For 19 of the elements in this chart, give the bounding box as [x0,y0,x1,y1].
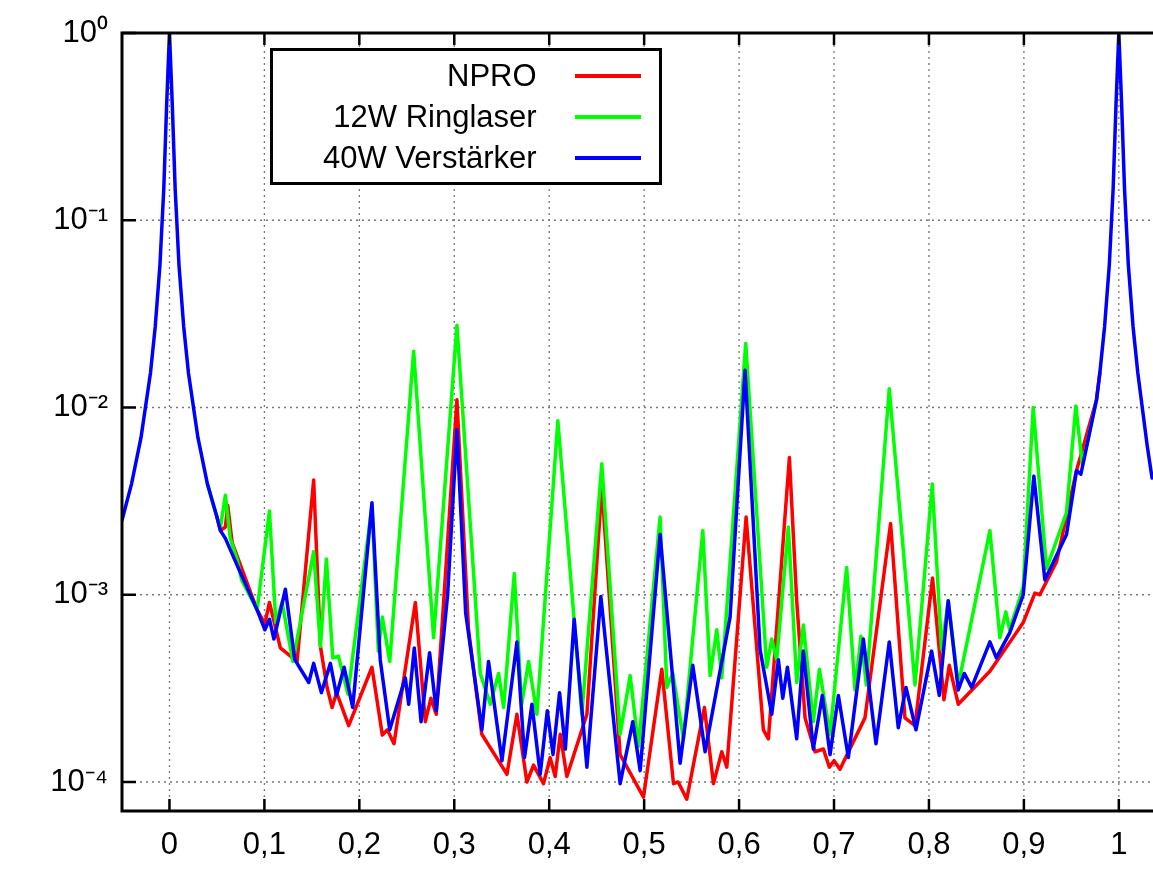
y-tick-label: 10⁻⁴ [50,762,108,798]
x-tick-label: 0,6 [717,826,761,862]
x-tick-label: 0,4 [527,826,571,862]
y-tick-label: 10⁻² [53,388,108,424]
x-tick-label: 0,9 [1002,826,1046,862]
x-tick-label: 0,8 [907,826,951,862]
y-tick-label: 10⁻¹ [53,200,108,236]
x-tick-label: 0 [160,826,179,862]
x-tick-label: 0,3 [432,826,476,862]
x-tick-label: 0,7 [812,826,856,862]
legend-label: NPRO [447,57,537,95]
y-tick-label: 10⁻³ [53,575,108,611]
x-tick-label: 0,2 [337,826,381,862]
x-tick-label: 1 [1110,826,1128,862]
x-tick-label: 0,5 [622,826,666,862]
legend-label: 12W Ringlaser [333,98,537,136]
x-tick-label: 0,1 [242,826,286,862]
y-tick-label: 10⁰ [62,13,108,49]
legend-label: 40W Verstärker [323,139,537,177]
